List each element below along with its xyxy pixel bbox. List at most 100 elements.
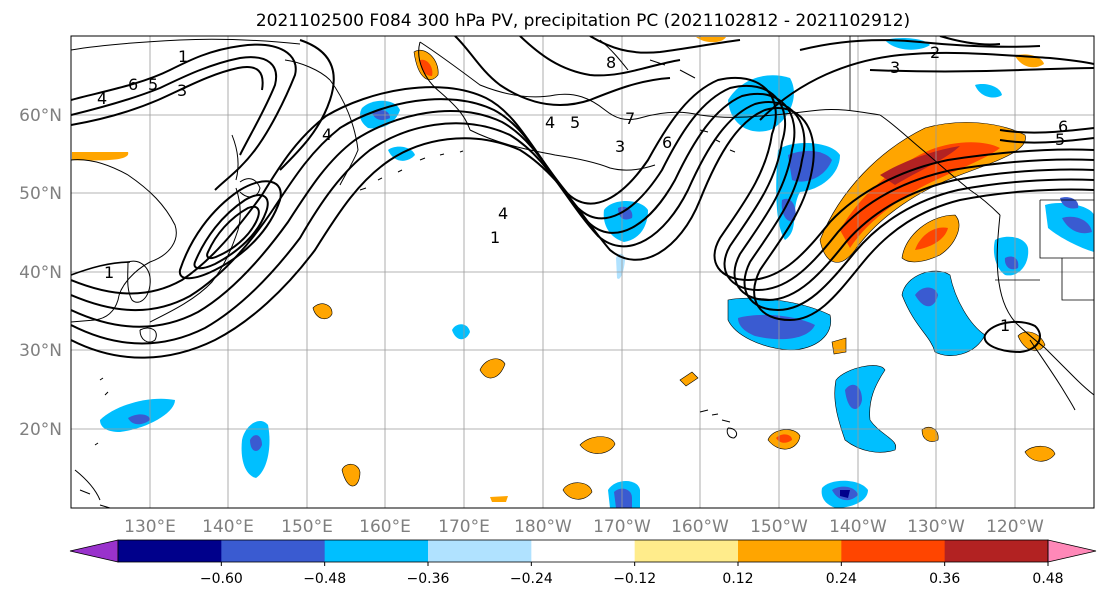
lat-label: 50°N bbox=[19, 184, 62, 204]
colorbar-swatch bbox=[944, 540, 1049, 562]
precip-positive-region bbox=[679, 371, 699, 387]
lat-label: 30°N bbox=[19, 341, 62, 361]
pv-contour-label: 4 bbox=[545, 113, 555, 132]
pv-contour-line bbox=[799, 39, 1041, 51]
pv-contour-line bbox=[71, 56, 278, 156]
pv-contour-line bbox=[589, 36, 741, 54]
pv-contour-label: 4 bbox=[322, 125, 332, 144]
pv-contour-line bbox=[71, 43, 297, 191]
pv-contour-labels: 1 1 1 1 3 3 3 4 4 4 4 5 5 5 6 6 6 7 8 2 bbox=[97, 43, 1068, 335]
pv-contour-label: 3 bbox=[615, 137, 625, 156]
colorbar-swatch bbox=[738, 540, 842, 562]
colorbar-frame bbox=[117, 539, 1049, 563]
pv-contour-line bbox=[454, 36, 671, 106]
pv-contour-label: 2 bbox=[930, 43, 940, 62]
lon-label: 180°W bbox=[514, 517, 572, 537]
map-title: 2021102500 F084 300 hPa PV, precipitatio… bbox=[256, 11, 910, 31]
precip-positive-region bbox=[776, 434, 792, 443]
pv-contour-label: 6 bbox=[128, 75, 138, 94]
lat-label: 20°N bbox=[19, 420, 62, 440]
colorbar-swatch bbox=[634, 540, 739, 562]
pv-contours bbox=[71, 36, 1094, 359]
pv-contour-label: 4 bbox=[498, 204, 508, 223]
pv-contour-label: 3 bbox=[177, 81, 187, 100]
colorbar-tick-label: −0.12 bbox=[613, 571, 656, 587]
precip-negative-region bbox=[128, 414, 150, 425]
pv-contour-label: 5 bbox=[1055, 130, 1065, 149]
precip-positive-region bbox=[562, 482, 593, 500]
lon-label: 170°E bbox=[438, 517, 490, 537]
lon-label: 140°W bbox=[829, 517, 887, 537]
pv-contour-label: 1 bbox=[178, 47, 188, 66]
precip-positive-region bbox=[696, 37, 726, 43]
pv-contour-line bbox=[71, 261, 131, 276]
pv-contour-label: 7 bbox=[625, 109, 635, 128]
precip-negative-region bbox=[1062, 216, 1092, 234]
lat-label: 40°N bbox=[19, 263, 62, 283]
precip-negative-region bbox=[975, 84, 1002, 98]
lon-label: 130°E bbox=[124, 517, 176, 537]
colorbar-extend-high bbox=[1047, 539, 1097, 563]
pv-contour-label: 6 bbox=[1058, 117, 1068, 136]
precip-negative-region bbox=[452, 324, 470, 340]
pv-contour-line bbox=[71, 84, 1094, 312]
coastlines bbox=[71, 36, 1094, 508]
precip-negative-region bbox=[915, 287, 938, 307]
lon-label: 150°W bbox=[750, 517, 808, 537]
pv-contour-label: 6 bbox=[662, 133, 672, 152]
lon-label: 170°W bbox=[593, 517, 651, 537]
pv-contour-label: 8 bbox=[606, 53, 616, 72]
colorbar-tick-label: −0.36 bbox=[407, 571, 450, 587]
colorbar-swatch bbox=[118, 540, 222, 562]
precip-positive-region bbox=[921, 427, 939, 442]
pv-contour-label: 5 bbox=[570, 113, 580, 132]
precip-positive-region bbox=[420, 59, 433, 76]
colorbar-swatch bbox=[324, 540, 429, 562]
colorbar-swatch bbox=[428, 540, 532, 562]
precip-negative-region bbox=[738, 314, 815, 340]
colorbar-ticks: −0.60 −0.48 −0.36 −0.24 −0.12 0.12 0.24 0.36 0.4… bbox=[200, 562, 1064, 587]
pv-contour-line bbox=[193, 194, 269, 270]
pv-contour-label: 5 bbox=[148, 75, 158, 94]
precip-positive-region bbox=[1024, 445, 1056, 462]
precip-positive-region bbox=[479, 358, 506, 379]
precip-positive-region bbox=[579, 436, 616, 454]
colorbar-tick-label: 0.24 bbox=[826, 571, 857, 587]
pv-contour-label: 1 bbox=[1000, 316, 1010, 335]
precip-positive-region bbox=[490, 496, 508, 502]
pv-contour-line bbox=[71, 66, 264, 126]
pv-contour-label: 4 bbox=[97, 89, 107, 108]
pv-contour-label: 3 bbox=[890, 58, 900, 77]
pv-contour-label: 1 bbox=[104, 263, 114, 282]
precip-negative-region bbox=[840, 490, 850, 498]
colorbar-swatch bbox=[531, 540, 636, 562]
precip-negative-region bbox=[616, 253, 625, 279]
pv-contour-line bbox=[999, 137, 1094, 144]
precip-negative-region bbox=[618, 206, 633, 220]
lon-label: 150°E bbox=[281, 517, 333, 537]
pv-contour-line bbox=[71, 76, 1094, 295]
colorbar-tick-label: 0.12 bbox=[722, 571, 753, 587]
lon-label: 160°E bbox=[359, 517, 411, 537]
pv-contour-line bbox=[999, 127, 1094, 134]
precip-positive-region bbox=[341, 463, 361, 487]
lat-label: 60°N bbox=[19, 106, 62, 126]
precip-negative-region bbox=[603, 201, 648, 242]
pv-contour-line bbox=[519, 36, 681, 77]
colorbar-extend-low bbox=[69, 539, 119, 563]
map-frame bbox=[70, 35, 1095, 509]
precip-positive-region bbox=[915, 227, 948, 250]
pv-contour-line bbox=[71, 107, 1094, 359]
precip-negative-region bbox=[250, 435, 262, 452]
precip-negative-region bbox=[993, 236, 1029, 276]
lon-label: 130°W bbox=[907, 517, 965, 537]
colorbar-tick-label: −0.24 bbox=[510, 571, 553, 587]
colorbar-swatch bbox=[221, 540, 326, 562]
colorbar-tick-label: −0.60 bbox=[200, 571, 243, 587]
pv-contour-line bbox=[71, 101, 1094, 345]
pv-contour-label: 1 bbox=[490, 228, 500, 247]
colorbar: −0.60 −0.48 −0.36 −0.24 −0.12 0.12 0.24 0.36 0.4… bbox=[69, 539, 1097, 587]
pv-contour-line bbox=[178, 180, 282, 280]
